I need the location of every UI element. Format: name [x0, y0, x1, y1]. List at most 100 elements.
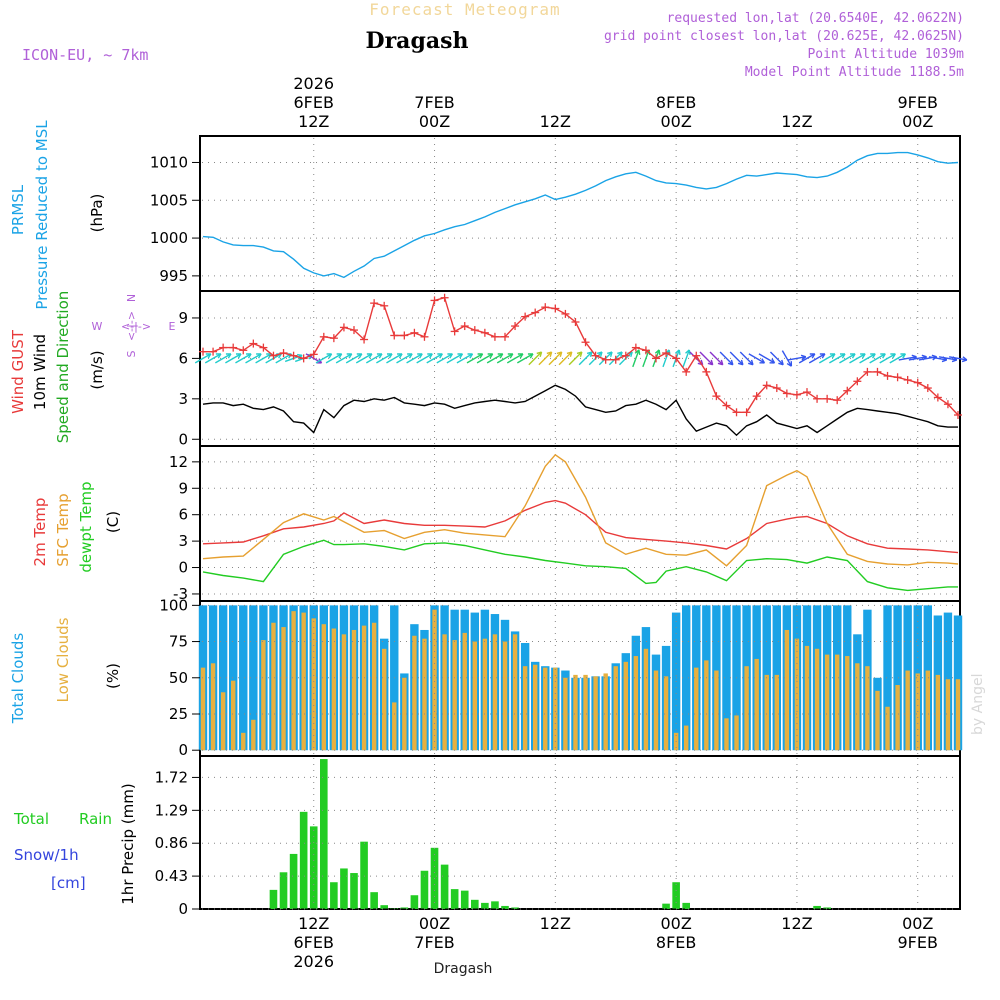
wind-arrow-shaft — [769, 351, 784, 366]
total-cloud-bar — [218, 605, 228, 751]
wind-arrow-shaft — [456, 353, 473, 364]
wind-arrow-shaft — [859, 353, 876, 364]
wind-arrow-head — [841, 353, 846, 359]
low-cloud-bar — [724, 718, 729, 751]
precip-bar — [289, 853, 298, 909]
gust-marker — [410, 328, 419, 337]
wind-arrow-shaft — [632, 349, 640, 368]
wind-arrow-head — [685, 349, 690, 354]
wind-arrow-head — [257, 353, 262, 359]
pressure-grid — [202, 138, 958, 289]
wind-arrow-shaft — [325, 353, 343, 364]
precip-bar — [481, 902, 489, 909]
wind-arrow-shaft — [928, 356, 947, 361]
wind-arrow-head — [911, 354, 917, 358]
total-cloud-bar — [249, 605, 258, 751]
wind-arrow — [426, 353, 443, 364]
wind-arrow-head — [747, 362, 754, 366]
low-cloud-bar — [522, 666, 528, 751]
wind-arrow — [235, 353, 252, 364]
precipitation-ytick-label: 0.43 — [155, 867, 188, 885]
low-cloud-bar — [653, 670, 659, 751]
wind-arrow-head — [479, 353, 484, 359]
gust-marker — [662, 349, 671, 357]
pressure-ytick-label: 1000 — [150, 229, 188, 247]
clouds-ytick-label: 100 — [159, 596, 188, 614]
gust-marker — [501, 332, 509, 341]
wind-arrow-head — [892, 353, 896, 359]
gust-marker — [833, 396, 842, 405]
gust-marker — [621, 351, 630, 360]
low-cloud-bar — [361, 625, 367, 751]
wind-arrow-head — [596, 351, 603, 355]
precip-bar — [511, 907, 519, 909]
precip-bar — [460, 890, 469, 909]
wind-arrow-shaft — [386, 353, 403, 364]
low-cloud-bar — [200, 667, 206, 751]
pressure-ytick-label: 995 — [159, 267, 188, 285]
temperature-ytick-label: 0 — [178, 559, 188, 577]
wind-arrow-head — [750, 359, 754, 365]
low-cloud-bar — [261, 640, 266, 751]
low-cloud-bar — [835, 654, 840, 751]
wind-ytick-label: 3 — [178, 390, 188, 408]
wind-arrow — [335, 353, 353, 364]
gust-marker — [309, 350, 318, 359]
low-cloud-bar — [593, 676, 598, 751]
wind-arrow-head — [489, 353, 494, 359]
gust-marker — [591, 351, 600, 360]
wind-label-speed-dir: Speed and Direction — [54, 291, 72, 444]
wind-arrow-head — [278, 353, 282, 359]
gust-marker — [440, 293, 449, 302]
pressure-label-prmsl: PRMSL — [9, 184, 27, 235]
low-cloud-bar — [603, 673, 608, 751]
pressure-series-0-line — [202, 151, 959, 279]
wind-arrow-shaft — [486, 353, 504, 364]
wind-arrow — [719, 351, 734, 366]
bottom-tick-label: 00Z — [419, 914, 450, 933]
credit-watermark: by Angel — [970, 674, 986, 735]
wind-arrow-head — [297, 353, 303, 357]
bottom-tick-label: 6FEB — [293, 933, 333, 952]
gust-marker — [400, 331, 409, 340]
low-cloud-bar — [241, 732, 246, 751]
wind-arrow-shaft — [345, 353, 363, 364]
low-cloud-bar — [855, 663, 860, 751]
wind-arrow-shaft — [818, 353, 836, 364]
bottom-tick-label: 2026 — [293, 952, 334, 971]
wind-arrow-shaft — [204, 353, 222, 364]
low-cloud-bar — [895, 685, 900, 751]
gust-marker — [672, 354, 681, 363]
low-cloud-bar — [382, 648, 387, 751]
low-cloud-bar — [452, 640, 457, 751]
temperature-panel: -3 0 3 6 9 12 2m Temp SFC Temp dewpt Temp (C) — [31, 445, 961, 603]
wind-arrow-head — [801, 356, 807, 361]
gust-marker — [581, 338, 590, 347]
gust-marker — [873, 367, 882, 376]
wind-arrow-head — [549, 351, 553, 358]
gust-marker — [229, 343, 238, 352]
gust-marker — [893, 373, 902, 382]
wind-arrow-head — [962, 356, 968, 361]
bottom-tick-label: 12Z — [298, 914, 329, 933]
bottom-tick-label: 12Z — [781, 914, 812, 933]
wind-arrow-head — [546, 351, 552, 355]
wind-arrow-shaft — [528, 351, 543, 366]
wind-panel-frame — [199, 290, 961, 447]
grid-point-coords: grid point closest lon,lat (20.625E, 42.… — [604, 29, 964, 44]
wind-arrow-shaft — [355, 353, 373, 364]
pressure-panel: 995 1000 1005 1010 PRMSL Pressure Reduced t… — [9, 120, 961, 310]
wind-arrow-head — [638, 349, 641, 355]
wind-arrow — [466, 353, 484, 364]
clouds-ytick-label: 50 — [169, 669, 188, 687]
gust-marker — [954, 411, 962, 419]
gust-marker — [450, 327, 459, 336]
wind-arrow-head — [674, 349, 680, 354]
wind-arrow — [769, 351, 784, 366]
wind-arrow-shaft — [682, 349, 690, 368]
precipitation-ytick-label: 1.72 — [155, 768, 188, 786]
low-cloud-bar — [754, 658, 759, 751]
clouds-y-axis: 0 25 50 75 100 — [159, 596, 200, 759]
precip-bar — [682, 902, 690, 909]
compass-n: N — [125, 294, 138, 302]
